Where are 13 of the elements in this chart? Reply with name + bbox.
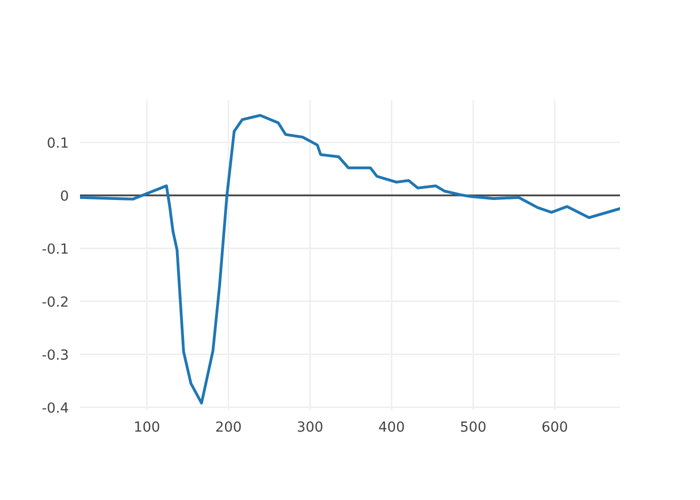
y-tick-label: -0.4 bbox=[42, 402, 68, 413]
y-tick-label: -0.2 bbox=[42, 296, 68, 307]
x-tick-label: 400 bbox=[379, 421, 404, 432]
x-tick-label: 300 bbox=[298, 421, 322, 432]
y-tick-label: -0.3 bbox=[42, 349, 68, 360]
y-tick-label: 0.1 bbox=[48, 137, 68, 148]
x-tick-label: 100 bbox=[135, 421, 160, 432]
x-tick-label: 600 bbox=[542, 421, 568, 432]
x-tick-label: 500 bbox=[460, 421, 486, 432]
line-series bbox=[80, 114, 620, 404]
y-tick-label: -0.1 bbox=[42, 243, 68, 254]
x-tick-label: 200 bbox=[216, 421, 241, 432]
y-tick-label: 0 bbox=[60, 190, 68, 201]
